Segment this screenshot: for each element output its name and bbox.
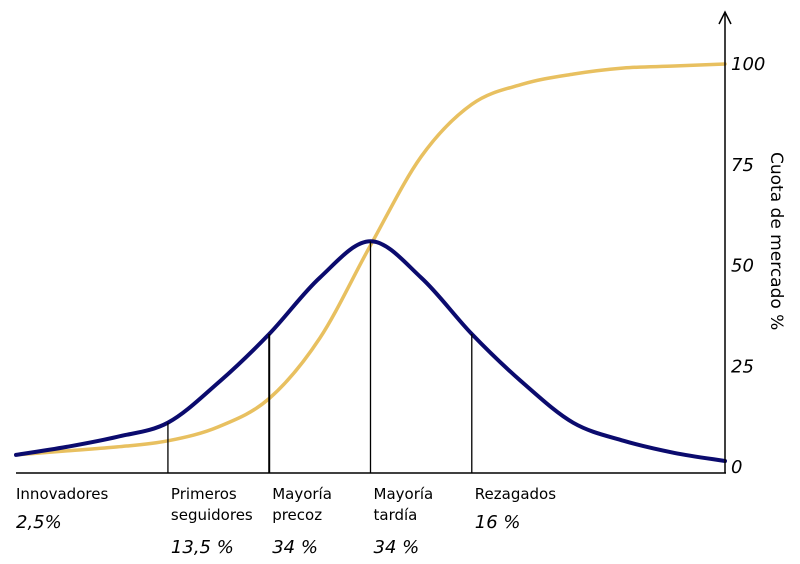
category-label: Rezagados [475, 485, 556, 503]
y-tick-label: 50 [731, 256, 754, 277]
category-label: Innovadores [16, 485, 108, 503]
category-share: 34 % [272, 537, 318, 558]
category-share: 34 % [374, 537, 420, 558]
y-axis-label: Cuota de mercado % [766, 152, 786, 330]
category-label: precoz [272, 506, 322, 524]
adoption-curve [14, 239, 727, 463]
boundary-lines [167, 241, 473, 473]
y-tick-label: 75 [731, 155, 754, 176]
category-label: seguidores [171, 506, 253, 524]
category-share: 2,5% [16, 512, 62, 533]
y-axis-arrow [718, 10, 732, 25]
y-tick-label: 25 [731, 356, 754, 377]
y-tick-label: 0 [731, 457, 742, 478]
category-label: Mayoría [374, 485, 434, 503]
category-label: Mayoría [272, 485, 332, 503]
category-label: tardía [374, 506, 418, 524]
category-share: 16 % [475, 512, 521, 533]
category-label: Primeros [171, 485, 237, 503]
category-labels: Innovadores 2,5% Primeros seguidores 13,5 % M… [16, 485, 556, 558]
category-share: 13,5 % [171, 537, 234, 558]
y-tick-labels: 0 25 50 75 100 [731, 54, 765, 478]
y-tick-label: 100 [731, 54, 765, 75]
